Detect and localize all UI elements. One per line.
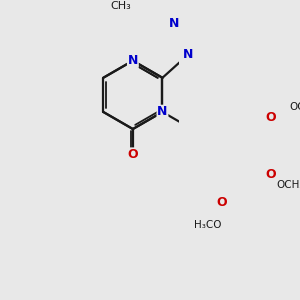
Text: N: N	[128, 54, 138, 67]
Text: CH₃: CH₃	[110, 1, 131, 11]
Text: O: O	[216, 196, 227, 209]
Text: N: N	[183, 48, 193, 62]
Text: H₃CO: H₃CO	[194, 220, 222, 230]
Text: N: N	[169, 17, 179, 30]
Text: N: N	[157, 105, 168, 119]
Text: OCH₃: OCH₃	[290, 102, 300, 112]
Text: O: O	[265, 168, 276, 181]
Text: OCH₃: OCH₃	[276, 180, 300, 190]
Text: O: O	[128, 148, 138, 161]
Text: O: O	[265, 111, 276, 124]
